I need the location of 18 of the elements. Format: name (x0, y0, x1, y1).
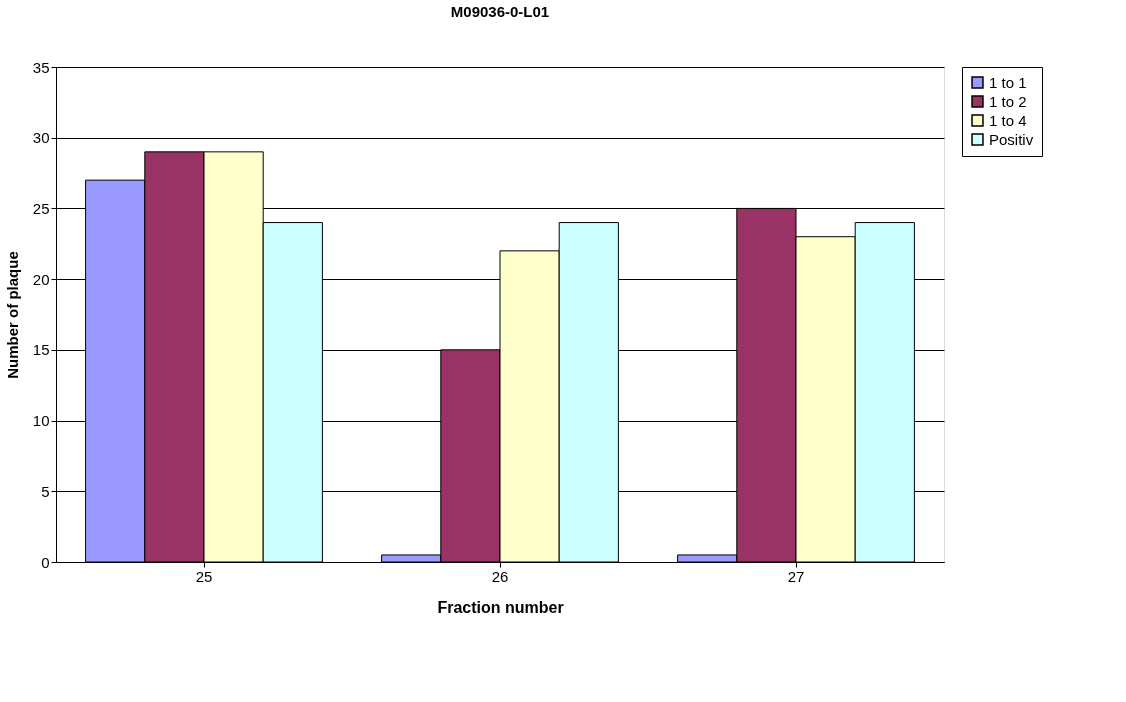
y-tick-label: 15 (32, 341, 50, 359)
y-tick-label: 0 (41, 553, 50, 571)
y-tick-label: 25 (32, 199, 50, 217)
x-axis-title: Fraction number (437, 598, 564, 616)
y-axis-title: Number of plaque (3, 251, 21, 379)
y-tick-label: 30 (32, 129, 50, 147)
legend-label: Positiv (989, 130, 1034, 148)
legend-label: 1 to 4 (989, 111, 1027, 129)
y-tick-label: 10 (32, 412, 50, 430)
x-tick-label: 26 (491, 567, 509, 585)
legend-label: 1 to 1 (989, 73, 1027, 91)
y-tick-label: 35 (32, 58, 50, 76)
chart-title: M09036-0-L01 (450, 3, 550, 20)
y-tick-label: 20 (32, 270, 50, 288)
x-tick-label: 25 (195, 567, 213, 585)
x-tick-label: 27 (787, 567, 805, 585)
y-tick-label: 5 (41, 482, 50, 500)
legend-label: 1 to 2 (989, 92, 1027, 110)
